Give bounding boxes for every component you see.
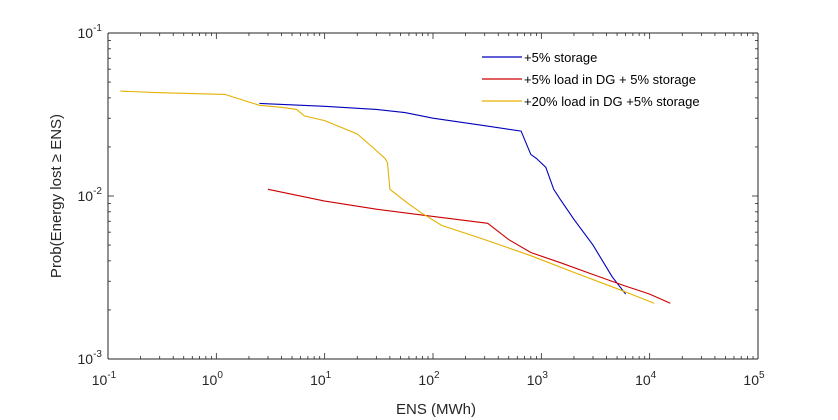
plot-background bbox=[108, 33, 758, 359]
x-tick-exponent: 4 bbox=[651, 370, 657, 381]
y-axis-label-part-2: ENS) bbox=[48, 114, 65, 154]
x-tick-base: 10 bbox=[527, 372, 543, 388]
x-tick-base: 10 bbox=[310, 372, 326, 388]
x-axis-label: ENS (MWh) bbox=[396, 401, 476, 418]
y-tick-label: 10-3 bbox=[78, 349, 103, 367]
y-tick-base: 10 bbox=[78, 351, 94, 367]
x-tick-exponent: 1 bbox=[326, 370, 332, 381]
legend: +5% storage +5% load in DG + 5% storage … bbox=[482, 50, 700, 109]
y-tick-base: 10 bbox=[78, 188, 94, 204]
series-line-3 bbox=[120, 90, 655, 304]
x-tick-label: 104 bbox=[635, 370, 657, 388]
x-tick-base: 10 bbox=[202, 372, 218, 388]
y-tick-exponent: -1 bbox=[93, 23, 102, 34]
x-tick-base: 10 bbox=[743, 372, 759, 388]
y-tick-exponent: -2 bbox=[93, 186, 102, 197]
x-tick-labels: 10-1 100 101 102 103 104 105 bbox=[92, 370, 765, 388]
y-axis-label-part-1: Prob(Energy lost bbox=[48, 162, 65, 278]
x-tick-label: 102 bbox=[418, 370, 440, 388]
y-tick-label: 10-1 bbox=[78, 23, 103, 41]
y-tick-labels: 10-310-210-1 bbox=[78, 23, 103, 367]
x-tick-base: 10 bbox=[418, 372, 434, 388]
x-tick-base: 10 bbox=[635, 372, 651, 388]
x-tick-label: 10-1 bbox=[92, 370, 117, 388]
x-tick-exponent: 2 bbox=[434, 370, 440, 381]
y-axis-label: Prob(Energy lost ≥ ENS) bbox=[48, 114, 65, 278]
y-axis-label-symbol: ≥ bbox=[48, 154, 65, 162]
series-layer bbox=[120, 90, 671, 304]
legend-label-load5: +5% load in DG + 5% storage bbox=[524, 72, 696, 87]
x-tick-exponent: -1 bbox=[107, 370, 116, 381]
axes-layer bbox=[107, 32, 759, 360]
legend-label-storage: +5% storage bbox=[524, 50, 597, 65]
y-tick-base: 10 bbox=[78, 25, 94, 41]
plot-area bbox=[107, 32, 759, 360]
x-tick-exponent: 3 bbox=[542, 370, 548, 381]
x-tick-exponent: 0 bbox=[217, 370, 223, 381]
series-line-1 bbox=[259, 102, 627, 295]
x-tick-label: 105 bbox=[743, 370, 765, 388]
x-tick-exponent: 5 bbox=[759, 370, 765, 381]
legend-label-load20: +20% load in DG +5% storage bbox=[524, 94, 700, 109]
x-tick-label: 100 bbox=[202, 370, 224, 388]
x-tick-label: 103 bbox=[527, 370, 549, 388]
series-line-2 bbox=[267, 188, 671, 304]
y-tick-label: 10-2 bbox=[78, 186, 103, 204]
y-tick-exponent: -3 bbox=[93, 349, 102, 360]
x-tick-base: 10 bbox=[92, 372, 108, 388]
x-tick-label: 101 bbox=[310, 370, 332, 388]
